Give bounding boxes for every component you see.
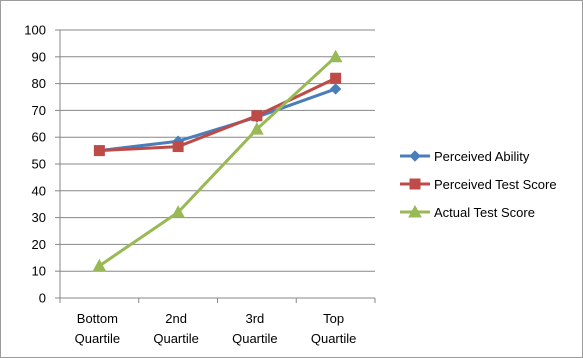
- series-line: [99, 87, 337, 153]
- square-point: [330, 72, 342, 84]
- y-tick-label: 50: [32, 157, 46, 172]
- y-tick-label: 40: [32, 183, 46, 198]
- series-line: [98, 55, 337, 268]
- y-tick-label: 80: [32, 76, 46, 91]
- legend-marker: [409, 178, 421, 190]
- square-point: [172, 141, 184, 153]
- x-tick-label: Top: [323, 311, 344, 326]
- y-tick-label: 90: [32, 49, 46, 64]
- axes: 0 10 20 30 40 50 60 70 80 90 100 Bottom Quartile 2nd Q…: [24, 23, 376, 346]
- series-actual-test-score: [92, 49, 343, 272]
- legend-item: Perceived Test Score: [400, 177, 557, 192]
- y-tick-label: 20: [32, 237, 46, 252]
- triangle-point: [250, 122, 264, 135]
- triangle-point: [328, 49, 343, 63]
- legend-item: Perceived Ability: [400, 149, 530, 164]
- legend-label: Perceived Test Score: [434, 177, 557, 192]
- series-layer: [92, 49, 343, 272]
- y-tick-label: 60: [32, 130, 46, 145]
- y-tick-label: 0: [39, 291, 46, 306]
- legend-label: Actual Test Score: [434, 205, 535, 220]
- x-tick-label: 3rd: [245, 311, 264, 326]
- square-point: [251, 110, 263, 122]
- series-perceived-test-score: [93, 72, 342, 157]
- y-tick-label: 30: [32, 210, 46, 225]
- legend-marker: [409, 150, 421, 162]
- x-tick-label: Quartile: [311, 331, 357, 346]
- triangle-point: [92, 258, 107, 272]
- legend-label: Perceived Ability: [434, 149, 530, 164]
- y-tick-label: 10: [32, 264, 46, 279]
- legend-item: Actual Test Score: [400, 204, 535, 220]
- series-line: [99, 76, 337, 153]
- legend: Perceived Ability Perceived Test Score Act…: [400, 149, 557, 220]
- x-tick-label: Quartile: [153, 331, 199, 346]
- triangle-point: [171, 205, 185, 218]
- x-tick-label: Quartile: [75, 331, 121, 346]
- diamond-point: [329, 83, 342, 95]
- x-tick-label: Bottom: [77, 311, 118, 326]
- y-tick-label: 100: [24, 23, 46, 38]
- legend-marker: [408, 204, 422, 218]
- x-tick-label: Quartile: [232, 331, 278, 346]
- x-tick-label: 2nd: [165, 311, 187, 326]
- gridlines: [60, 29, 375, 272]
- square-point: [93, 145, 105, 157]
- y-tick-label: 70: [32, 103, 46, 118]
